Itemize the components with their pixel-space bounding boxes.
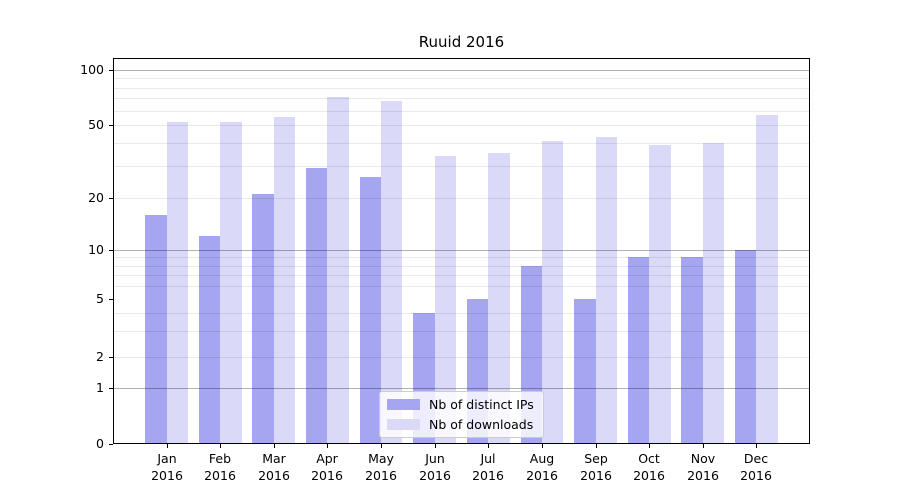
chart-title: Ruuid 2016	[418, 33, 505, 51]
x-tick-label: Oct 2016	[633, 451, 665, 483]
bar-downloads	[702, 142, 725, 444]
bar-distinct-ips	[681, 257, 703, 444]
x-tick-mark	[274, 444, 275, 448]
x-tick-label: Jun 2016	[419, 451, 451, 483]
minor-gridline	[114, 143, 809, 144]
bar-distinct-ips	[145, 214, 167, 444]
y-tick-label: 2	[96, 349, 104, 364]
y-tick-label: 10	[88, 242, 104, 257]
minor-gridline	[114, 313, 809, 314]
bar-downloads	[434, 155, 457, 444]
minor-gridline	[114, 111, 809, 112]
bar-downloads	[756, 114, 778, 444]
x-tick-label: Feb 2016	[204, 451, 236, 483]
x-tick-label: Nov 2016	[687, 451, 719, 483]
bar-downloads	[649, 144, 671, 444]
major-gridline	[114, 70, 809, 71]
y-tick-label: 5	[96, 291, 104, 306]
x-tick-label: Aug 2016	[526, 451, 558, 483]
bar-downloads	[273, 117, 296, 444]
minor-gridline	[114, 78, 809, 79]
legend-label-downloads: Nb of downloads	[429, 417, 534, 432]
x-tick-mark	[596, 444, 597, 448]
minor-gridline	[114, 98, 809, 99]
major-gridline	[114, 388, 809, 389]
bar-downloads	[220, 121, 242, 444]
y-tick-label: 50	[88, 117, 104, 132]
x-tick-label: Sep 2016	[580, 451, 612, 483]
y-tick-mark	[109, 388, 113, 389]
x-tick-label: May 2016	[365, 451, 397, 483]
legend-label-distinct-ips: Nb of distinct IPs	[429, 397, 534, 412]
x-tick-mark	[488, 444, 489, 448]
minor-gridline	[114, 275, 809, 276]
y-tick-mark	[109, 198, 113, 199]
legend-swatch-distinct-ips	[387, 399, 420, 410]
bar-downloads	[488, 153, 510, 444]
x-tick-label: Jul 2016	[472, 451, 504, 483]
bar-downloads	[166, 121, 188, 444]
x-tick-label: Apr 2016	[311, 451, 343, 483]
bar-distinct-ips	[306, 168, 328, 444]
minor-gridline	[114, 286, 809, 287]
bar-distinct-ips	[252, 194, 274, 444]
bar-distinct-ips	[734, 250, 757, 444]
y-tick-mark	[109, 299, 113, 300]
y-tick-mark	[109, 250, 113, 251]
y-tick-label: 100	[80, 62, 104, 77]
legend-swatch-downloads	[387, 419, 420, 430]
bar-downloads	[595, 137, 617, 444]
x-tick-mark	[381, 444, 382, 448]
x-tick-mark	[756, 444, 757, 448]
bar-distinct-ips	[627, 257, 650, 444]
minor-gridline	[114, 357, 809, 358]
legend: Nb of distinct IPs Nb of downloads	[379, 391, 544, 438]
y-tick-mark	[109, 70, 113, 71]
x-tick-label: Mar 2016	[258, 451, 290, 483]
x-tick-mark	[435, 444, 436, 448]
minor-gridline	[114, 88, 809, 89]
x-tick-mark	[649, 444, 650, 448]
minor-gridline	[114, 125, 809, 126]
major-gridline	[114, 250, 809, 251]
x-tick-mark	[167, 444, 168, 448]
y-tick-mark	[109, 125, 113, 126]
x-tick-mark	[327, 444, 328, 448]
y-tick-label: 0	[96, 436, 104, 451]
legend-item-downloads: Nb of downloads	[387, 416, 535, 433]
x-tick-label: Dec 2016	[740, 451, 772, 483]
minor-gridline	[114, 198, 809, 199]
y-tick-mark	[109, 357, 113, 358]
minor-gridline	[114, 257, 809, 258]
y-tick-mark	[109, 444, 113, 445]
minor-gridline	[114, 266, 809, 267]
legend-item-distinct-ips: Nb of distinct IPs	[387, 396, 535, 413]
x-tick-label: Jan 2016	[151, 451, 183, 483]
bar-distinct-ips	[574, 299, 596, 444]
y-tick-label: 1	[96, 380, 104, 395]
bar-downloads	[327, 97, 349, 444]
x-tick-mark	[542, 444, 543, 448]
bar-downloads	[381, 100, 403, 444]
y-tick-label: 20	[88, 190, 104, 205]
bar-downloads	[541, 140, 564, 444]
minor-gridline	[114, 331, 809, 332]
bar-distinct-ips	[198, 236, 221, 444]
bar-distinct-ips	[359, 177, 382, 444]
x-tick-mark	[703, 444, 704, 448]
minor-gridline	[114, 166, 809, 167]
x-tick-mark	[220, 444, 221, 448]
